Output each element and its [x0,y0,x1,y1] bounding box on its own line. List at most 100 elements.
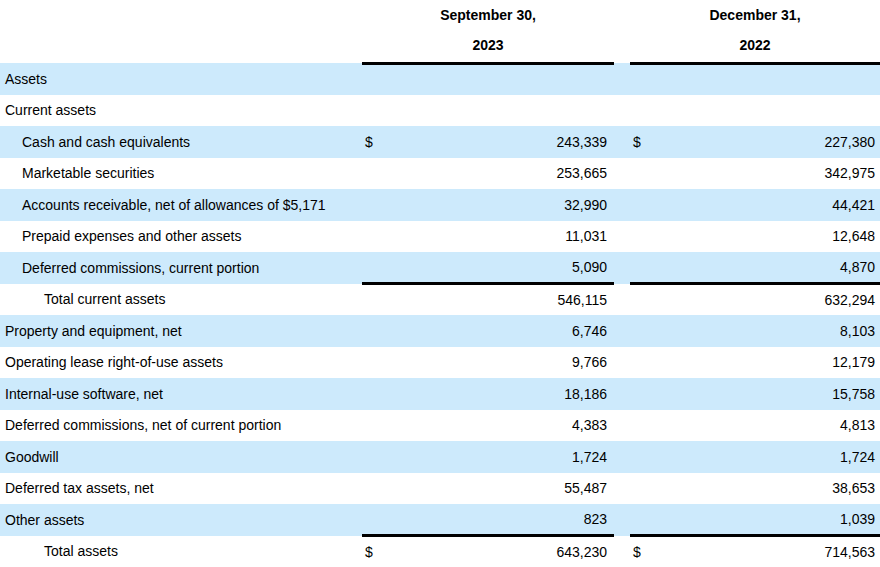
row-label: Deferred commissions, net of current por… [0,410,362,442]
value-2023: 643,230 [384,536,614,567]
currency-symbol [630,473,652,505]
column-gap [614,189,630,221]
row-label: Deferred tax assets, net [0,473,362,505]
value-2023: 5,090 [384,252,614,284]
currency-symbol [630,441,652,473]
row-label: Deferred commissions, current portion [0,252,362,284]
value-2022 [652,63,880,95]
currency-symbol [362,252,384,284]
row-label: Other assets [0,504,362,536]
row-label: Current assets [0,95,362,127]
column-gap [614,284,630,316]
column-gap [614,347,630,379]
value-2023: 11,031 [384,221,614,253]
value-2022: 12,648 [652,221,880,253]
value-2023: 4,383 [384,410,614,442]
currency-symbol [362,95,384,127]
value-2023: 6,746 [384,315,614,347]
table-row-total-assets: Total assets $ 643,230 $ 714,563 [0,536,880,567]
currency-symbol [362,504,384,536]
currency-symbol [362,221,384,253]
currency-symbol [630,95,652,127]
table-header: September 30, 2023 December 31, 2022 [0,0,880,63]
column-header-dec-31-2022: December 31, 2022 [630,0,880,63]
value-2023: 253,665 [384,158,614,190]
row-label: Accounts receivable, net of allowances o… [0,189,362,221]
currency-symbol [630,158,652,190]
table-row-property-and-equipment: Property and equipment, net 6,746 8,103 [0,315,880,347]
currency-symbol [362,189,384,221]
currency-symbol [630,347,652,379]
currency-symbol [362,473,384,505]
currency-symbol [630,252,652,284]
currency-symbol: $ [630,536,652,567]
currency-symbol [362,63,384,95]
column-header-year-line: 2023 [362,30,614,60]
table-row-assets: Assets [0,63,880,95]
value-2023: 546,115 [384,284,614,316]
value-2022: 1,724 [652,441,880,473]
row-label: Cash and cash equivalents [0,126,362,158]
currency-symbol [362,441,384,473]
table-row-accounts-receivable: Accounts receivable, net of allowances o… [0,189,880,221]
header-row: September 30, 2023 December 31, 2022 [0,0,880,63]
column-header-sep-30-2023: September 30, 2023 [362,0,614,63]
table-row-internal-use-software: Internal-use software, net 18,186 15,758 [0,378,880,410]
column-gap [614,378,630,410]
currency-symbol: $ [630,126,652,158]
table-row-goodwill: Goodwill 1,724 1,724 [0,441,880,473]
value-2023: 18,186 [384,378,614,410]
currency-symbol [630,284,652,316]
column-gap [614,63,630,95]
column-gap [614,126,630,158]
currency-symbol [630,504,652,536]
currency-symbol [362,158,384,190]
table-row-cash-and-cash-equivalents: Cash and cash equivalents $ 243,339 $ 22… [0,126,880,158]
value-2022: 8,103 [652,315,880,347]
value-2022: 12,179 [652,347,880,379]
table-row-current-assets: Current assets [0,95,880,127]
column-header-year-line: 2022 [630,30,880,60]
value-2023: 823 [384,504,614,536]
currency-symbol [362,284,384,316]
currency-symbol [630,410,652,442]
column-header-date-line: September 30, [362,0,614,30]
column-gap [614,504,630,536]
column-gap [614,441,630,473]
column-gap [614,410,630,442]
value-2022: 342,975 [652,158,880,190]
assets-balance-sheet-table: September 30, 2023 December 31, 2022 Ass… [0,0,880,567]
table-row-deferred-commissions-noncurrent: Deferred commissions, net of current por… [0,410,880,442]
column-gap [614,221,630,253]
column-gap [614,315,630,347]
value-2023: 243,339 [384,126,614,158]
column-gap [614,95,630,127]
currency-symbol [630,63,652,95]
value-2023 [384,63,614,95]
value-2023: 9,766 [384,347,614,379]
table-row-deferred-commissions-current: Deferred commissions, current portion 5,… [0,252,880,284]
value-2022: 227,380 [652,126,880,158]
currency-symbol [362,347,384,379]
row-label: Property and equipment, net [0,315,362,347]
value-2022: 4,870 [652,252,880,284]
table-row-marketable-securities: Marketable securities 253,665 342,975 [0,158,880,190]
row-label: Internal-use software, net [0,378,362,410]
value-2023: 55,487 [384,473,614,505]
column-gap [614,473,630,505]
header-spacer [0,0,362,63]
value-2022: 15,758 [652,378,880,410]
currency-symbol [630,221,652,253]
value-2022: 38,653 [652,473,880,505]
value-2022 [652,95,880,127]
currency-symbol: $ [362,536,384,567]
header-gap [614,0,630,63]
value-2022: 632,294 [652,284,880,316]
row-label: Operating lease right-of-use assets [0,347,362,379]
table-body: Assets Current assets Cash and cash equi… [0,63,880,567]
value-2022: 44,421 [652,189,880,221]
table-row-prepaid-expenses: Prepaid expenses and other assets 11,031… [0,221,880,253]
column-header-date-line: December 31, [630,0,880,30]
row-label: Total assets [0,536,362,567]
column-gap [614,158,630,190]
